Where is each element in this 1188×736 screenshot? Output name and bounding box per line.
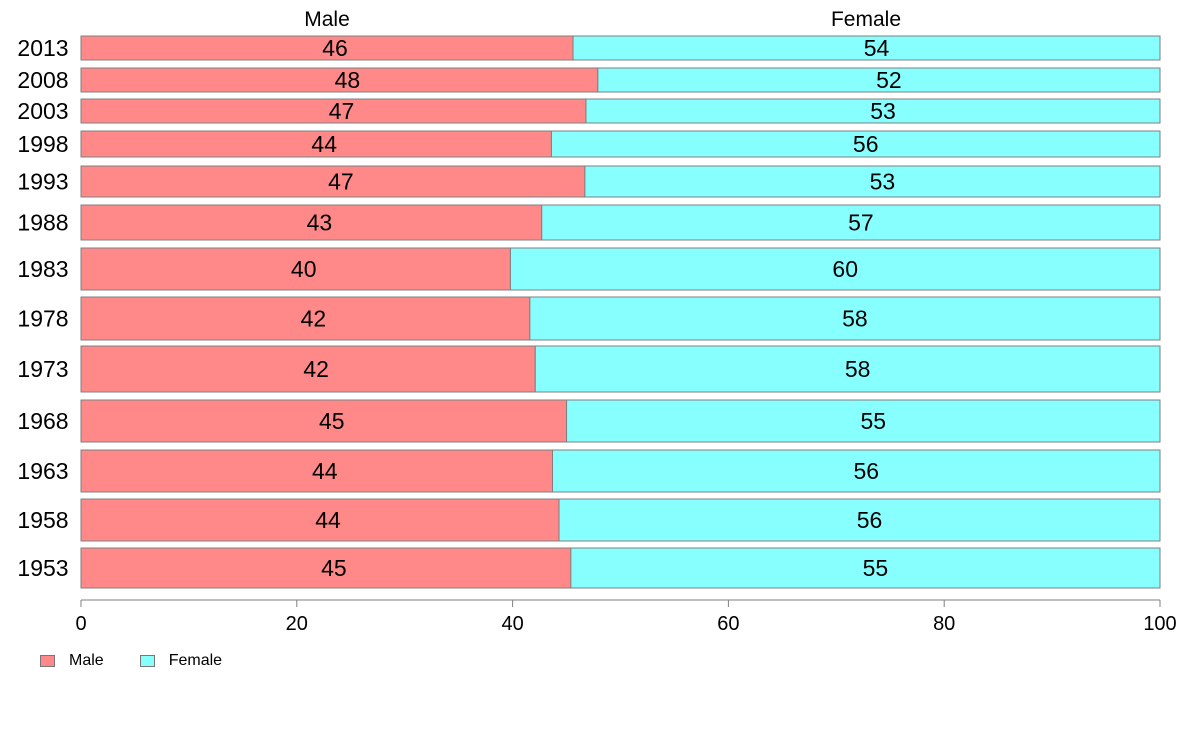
data-label-female-1998: 56 <box>853 131 879 157</box>
bar-male-1958 <box>80 498 560 542</box>
data-label-male-1978: 42 <box>301 306 327 332</box>
bar-male-2008 <box>80 67 599 93</box>
bar-male-2013 <box>80 35 574 61</box>
bars-layer <box>80 35 1161 589</box>
data-label-female-2003: 53 <box>870 98 896 124</box>
column-header-male: Male <box>304 8 350 31</box>
data-label-male-1963: 44 <box>312 458 338 484</box>
labels-layer: 2013 46 54 2008 48 52 2003 47 53 1998 44 56 1993 47 53… <box>17 35 901 581</box>
data-label-female-1958: 56 <box>857 507 883 533</box>
category-label-2008: 2008 <box>17 67 68 93</box>
legend: Male Female <box>40 652 258 670</box>
category-label-1968: 1968 <box>17 408 68 434</box>
column-header-female: Female <box>831 8 901 31</box>
data-label-male-1983: 40 <box>291 256 317 282</box>
x-axis: 0 20 40 60 80 100 <box>75 599 1177 635</box>
category-label-1998: 1998 <box>17 131 68 157</box>
data-label-male-1953: 45 <box>321 555 347 581</box>
x-tick-label-20: 20 <box>286 613 308 635</box>
category-label-1958: 1958 <box>17 507 68 533</box>
x-tick-label-60: 60 <box>717 613 739 635</box>
category-label-1988: 1988 <box>17 210 68 236</box>
data-label-male-1988: 43 <box>307 210 333 236</box>
bar-female-1973 <box>534 345 1161 393</box>
bar-male-1968 <box>80 399 568 443</box>
data-label-female-2008: 52 <box>876 67 902 93</box>
legend-label-female: Female <box>168 652 223 669</box>
bar-male-1963 <box>80 449 554 493</box>
bar-female-1968 <box>566 399 1161 443</box>
category-label-2013: 2013 <box>17 35 68 61</box>
data-label-female-1993: 53 <box>870 169 896 195</box>
data-label-male-1993: 47 <box>328 169 354 195</box>
data-label-female-1978: 58 <box>842 306 868 332</box>
category-label-1963: 1963 <box>17 458 68 484</box>
bar-female-1993 <box>584 165 1161 198</box>
data-label-female-1983: 60 <box>832 256 858 282</box>
data-label-female-1963: 56 <box>853 458 879 484</box>
x-tick-label-40: 40 <box>501 613 523 635</box>
bar-female-1958 <box>558 498 1161 542</box>
category-label-1953: 1953 <box>17 555 68 581</box>
data-label-female-1988: 57 <box>848 210 874 236</box>
data-label-male-1973: 42 <box>303 356 329 382</box>
bar-female-1998 <box>550 130 1161 158</box>
legend-swatch-female <box>139 655 155 667</box>
x-tick-label-100: 100 <box>1143 613 1176 635</box>
bar-male-1993 <box>80 165 586 198</box>
x-tick-label-80: 80 <box>933 613 955 635</box>
category-label-1978: 1978 <box>17 306 68 332</box>
legend-item-female: Female <box>139 652 223 670</box>
data-label-female-2013: 54 <box>864 35 890 61</box>
legend-item-male: Male <box>40 652 104 670</box>
bar-male-1998 <box>80 130 552 158</box>
bar-female-1953 <box>570 547 1161 589</box>
data-label-female-1968: 55 <box>860 408 886 434</box>
legend-swatch-male <box>40 655 55 667</box>
category-label-1983: 1983 <box>17 256 68 282</box>
bar-male-2003 <box>80 98 587 124</box>
bar-female-1963 <box>552 449 1161 493</box>
data-label-male-2008: 48 <box>335 67 361 93</box>
data-label-male-2003: 47 <box>329 98 355 124</box>
data-label-female-1953: 55 <box>863 555 889 581</box>
bar-female-1988 <box>541 204 1161 241</box>
bar-female-2008 <box>597 67 1161 93</box>
data-label-female-1973: 58 <box>845 356 871 382</box>
bar-female-1983 <box>509 247 1161 291</box>
category-label-1973: 1973 <box>17 356 68 382</box>
x-tick-label-0: 0 <box>75 613 86 635</box>
data-label-male-1968: 45 <box>319 408 345 434</box>
category-label-1993: 1993 <box>17 169 68 195</box>
data-label-male-1958: 44 <box>315 507 341 533</box>
data-label-male-2013: 46 <box>322 35 348 61</box>
data-label-male-1998: 44 <box>311 131 337 157</box>
bar-female-2003 <box>585 98 1161 124</box>
bar-female-2013 <box>572 35 1161 61</box>
bar-male-1983 <box>80 247 511 291</box>
category-label-2003: 2003 <box>17 98 68 124</box>
bar-male-1973 <box>80 345 536 393</box>
bar-female-1978 <box>529 296 1161 341</box>
bar-male-1953 <box>80 547 572 589</box>
legend-label-male: Male <box>69 652 104 669</box>
